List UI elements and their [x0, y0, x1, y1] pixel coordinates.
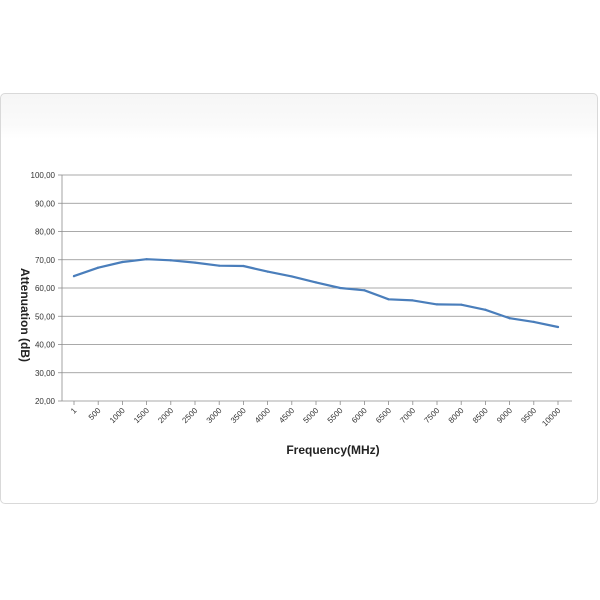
data-point	[532, 320, 535, 323]
data-point	[242, 264, 245, 268]
x-tick-label: 1	[69, 406, 79, 416]
data-point	[484, 308, 487, 311]
x-tick-label: 8500	[471, 406, 490, 425]
y-tick-label: 50,00	[35, 312, 56, 321]
y-axis-title: Attenuation (dB)	[18, 268, 32, 362]
data-point	[556, 325, 560, 329]
x-tick-label: 9500	[519, 406, 538, 425]
x-tick-label: 2000	[156, 406, 175, 425]
x-tick-label: 8000	[447, 406, 466, 425]
data-point	[290, 275, 293, 278]
gridlines	[58, 174, 572, 405]
data-point	[218, 264, 221, 267]
x-axis-ticks: 1 500 1000 1500 2000 2500 3000 3500 4000 4500 5000…	[69, 406, 563, 428]
x-tick-label: 1000	[108, 406, 127, 425]
y-tick-label: 70,00	[35, 256, 56, 265]
data-point	[435, 303, 439, 306]
data-point	[266, 270, 269, 273]
x-tick-label: 4500	[277, 406, 296, 425]
x-tick-label: 2500	[180, 406, 199, 425]
x-tick-label: 3000	[205, 406, 224, 425]
x-tick-label: 6500	[374, 406, 393, 425]
chart-frame	[0, 93, 598, 504]
data-point	[145, 258, 148, 261]
x-tick-label: 10000	[540, 406, 562, 428]
series-line	[72, 258, 560, 329]
x-tick-label: 3500	[229, 406, 248, 425]
x-tick-label: 7500	[422, 406, 441, 425]
data-point	[508, 317, 511, 320]
y-tick-label: 60,00	[35, 284, 56, 293]
x-tick-label: 5500	[326, 406, 345, 425]
data-point	[339, 286, 342, 290]
x-tick-label: 500	[87, 406, 103, 422]
y-tick-label: 80,00	[35, 228, 56, 237]
data-point	[121, 260, 124, 264]
x-axis-title: Frequency(MHz)	[286, 443, 379, 457]
x-tick-label: 5000	[301, 406, 320, 425]
y-axis-ticks: 20,00 30,00 40,00 50,00 60,00 70,00 80,00 90,00…	[31, 171, 56, 406]
data-point	[363, 289, 366, 292]
x-tick-label: 6000	[350, 406, 369, 425]
x-tick-label: 1500	[132, 406, 151, 425]
x-tick-label: 4000	[253, 406, 272, 425]
data-point	[387, 298, 390, 301]
data-point	[169, 259, 172, 262]
data-point	[314, 281, 318, 284]
y-tick-label: 30,00	[35, 369, 56, 378]
x-tick-label: 9000	[495, 406, 514, 425]
data-point	[411, 299, 414, 302]
y-tick-label: 100,00	[31, 171, 56, 180]
data-point	[460, 303, 463, 306]
data-point	[193, 261, 197, 264]
series-group	[72, 258, 560, 329]
x-tick-label: 7000	[398, 406, 417, 425]
y-tick-label: 20,00	[35, 397, 56, 406]
y-tick-label: 90,00	[35, 199, 56, 208]
y-tick-label: 40,00	[35, 341, 56, 350]
data-point	[72, 275, 76, 278]
data-point	[97, 266, 100, 269]
